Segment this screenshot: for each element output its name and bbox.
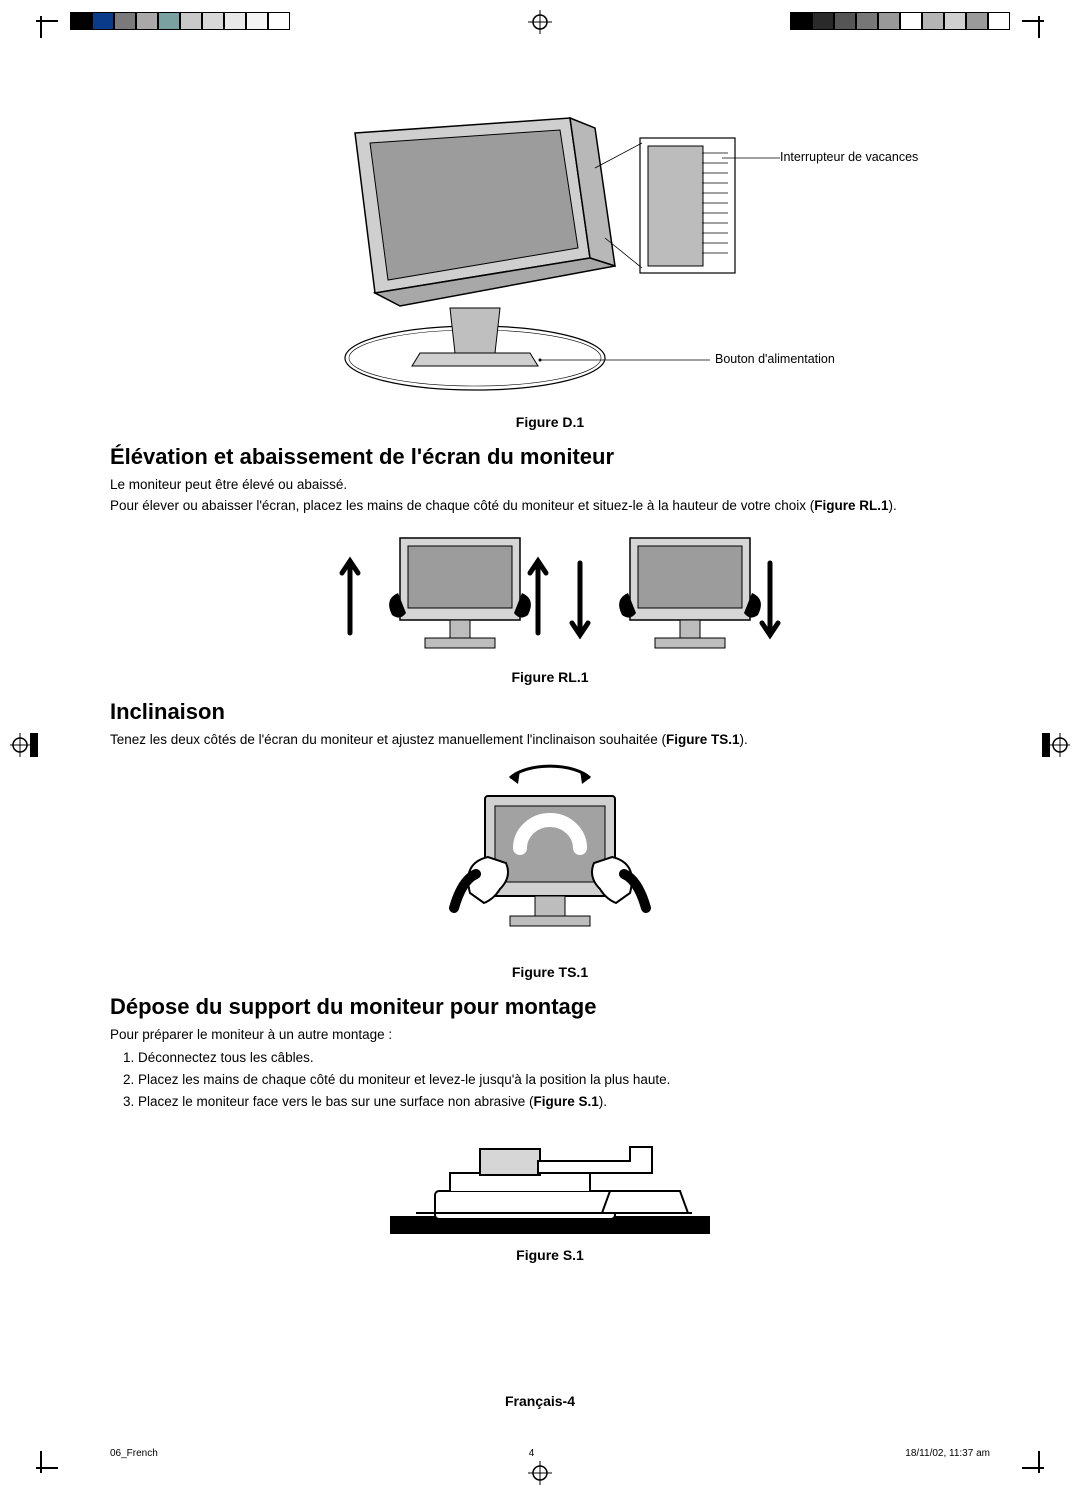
registration-target-icon	[10, 731, 38, 759]
figure-ref: Figure S.1	[533, 1094, 598, 1109]
tilt-illustration	[440, 758, 660, 958]
step-item: Déconnectez tous les câbles.	[138, 1048, 990, 1068]
crop-mark-icon	[40, 1443, 66, 1469]
color-swatch	[988, 12, 1010, 30]
callout-vacation-switch: Interrupteur de vacances	[780, 150, 918, 164]
facedown-illustration	[380, 1121, 720, 1241]
figure-caption: Figure TS.1	[110, 964, 990, 980]
figure-caption: Figure RL.1	[110, 669, 990, 685]
color-swatch	[834, 12, 856, 30]
color-swatch	[268, 12, 290, 30]
callout-power-button: Bouton d'alimentation	[715, 352, 835, 366]
color-swatches-right	[790, 12, 1010, 30]
text-fragment: Placez le moniteur face vers le bas sur …	[138, 1094, 533, 1109]
page-number: 4	[529, 1448, 535, 1459]
print-timestamp: 18/11/02, 11:37 am	[905, 1448, 990, 1459]
crop-mark-icon	[40, 20, 66, 46]
figure-s1: Figure S.1	[110, 1121, 990, 1263]
doc-id: 06_French	[110, 1448, 158, 1459]
color-swatch	[790, 12, 812, 30]
color-swatches-left	[70, 12, 290, 30]
color-swatch	[856, 12, 878, 30]
color-swatch	[878, 12, 900, 30]
figure-caption: Figure S.1	[110, 1247, 990, 1263]
step-item: Placez le moniteur face vers le bas sur …	[138, 1092, 990, 1112]
footer-metadata: 06_French 4 18/11/02, 11:37 am	[110, 1448, 990, 1459]
heading-remove-stand: Dépose du support du moniteur pour monta…	[110, 994, 990, 1020]
figure-d1: Interrupteur de vacances Bouton d'alimen…	[110, 108, 990, 430]
color-swatch	[900, 12, 922, 30]
figure-rl1: Figure RL.1	[110, 523, 990, 685]
step-item: Placez les mains de chaque côté du monit…	[138, 1070, 990, 1090]
raise-lower-illustration	[310, 523, 790, 663]
text-fragment: Tenez les deux côtés de l'écran du monit…	[110, 732, 666, 747]
color-swatch	[224, 12, 246, 30]
crop-mark-icon	[1014, 1443, 1040, 1469]
body-text: Pour préparer le moniteur à un autre mon…	[110, 1026, 990, 1044]
registration-target-icon	[528, 10, 552, 34]
color-swatch	[922, 12, 944, 30]
text-fragment: ).	[888, 498, 896, 513]
color-swatch	[180, 12, 202, 30]
figure-ref: Figure TS.1	[666, 732, 740, 747]
text-fragment: Pour élever ou abaisser l'écran, placez …	[110, 498, 814, 513]
manual-page: Interrupteur de vacances Bouton d'alimen…	[0, 0, 1080, 1489]
registration-bar-top	[0, 6, 1080, 46]
color-swatch	[92, 12, 114, 30]
body-text: Pour élever ou abaisser l'écran, placez …	[110, 497, 990, 515]
color-swatch	[812, 12, 834, 30]
body-text: Le moniteur peut être élevé ou abaissé.	[110, 476, 990, 494]
color-swatch	[158, 12, 180, 30]
body-text: Tenez les deux côtés de l'écran du monit…	[110, 731, 990, 749]
heading-raise-lower: Élévation et abaissement de l'écran du m…	[110, 444, 990, 470]
color-swatch	[246, 12, 268, 30]
color-swatch	[114, 12, 136, 30]
crop-mark-icon	[1014, 20, 1040, 46]
heading-tilt: Inclinaison	[110, 699, 990, 725]
page-label: Français-4	[0, 1393, 1080, 1409]
color-swatch	[966, 12, 988, 30]
color-swatch	[944, 12, 966, 30]
color-swatch	[136, 12, 158, 30]
figure-caption: Figure D.1	[110, 414, 990, 430]
figure-ref: Figure RL.1	[814, 498, 888, 513]
text-fragment: ).	[599, 1094, 607, 1109]
registration-target-icon	[528, 1461, 552, 1485]
color-swatch	[202, 12, 224, 30]
page-content: Interrupteur de vacances Bouton d'alimen…	[110, 100, 990, 1369]
text-fragment: ).	[740, 732, 748, 747]
color-swatch	[70, 12, 92, 30]
registration-target-icon	[1042, 731, 1070, 759]
steps-list: Déconnectez tous les câbles. Placez les …	[128, 1048, 990, 1113]
figure-ts1: Figure TS.1	[110, 758, 990, 980]
